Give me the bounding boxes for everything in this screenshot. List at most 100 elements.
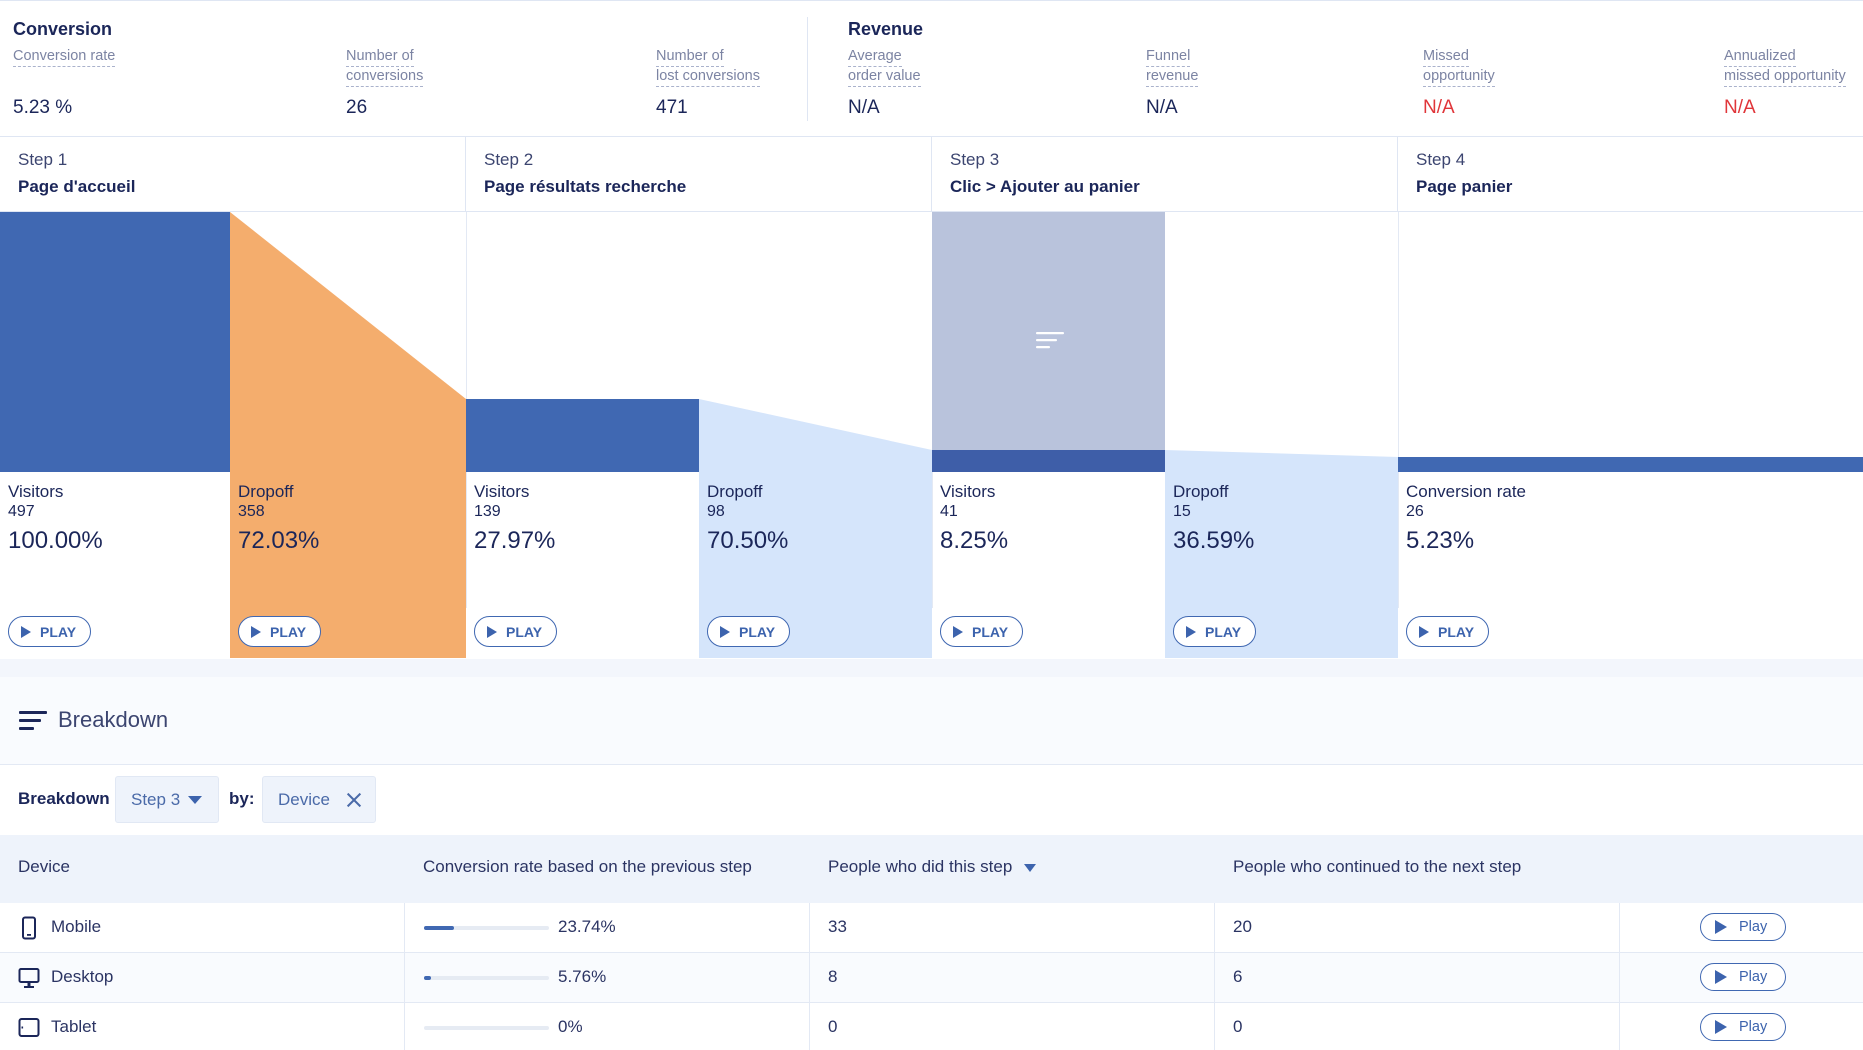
conversion-rate-value: 0% (558, 1017, 583, 1036)
row-play-button[interactable]: Play (1700, 963, 1786, 991)
stat-count: 26 (1406, 503, 1424, 520)
cell-divider (1214, 903, 1215, 953)
step-3-breakdown-overlay[interactable] (932, 212, 1165, 450)
average-order-value-label[interactable]: Average order value (848, 47, 921, 87)
metric-label-text: Number of (656, 47, 724, 67)
column-header-people-did-step[interactable]: People who did this step (828, 857, 1037, 877)
conversion-rate-bar (424, 976, 549, 980)
play-button[interactable]: PLAY (238, 616, 322, 647)
step-name: Clic > Ajouter au panier (950, 177, 1140, 196)
play-icon (251, 625, 261, 638)
conversions-count-label[interactable]: Number of conversions (346, 47, 424, 87)
step-number: Step 2 (484, 150, 534, 169)
play-button[interactable]: PLAY (1173, 616, 1257, 647)
row-play-button[interactable]: Play (1700, 913, 1786, 941)
play-icon (21, 625, 31, 638)
people-continued-value: 6 (1233, 967, 1243, 986)
play-label: PLAY (40, 623, 77, 640)
cell-divider (404, 903, 405, 953)
conversion-rate-label[interactable]: Conversion rate (13, 47, 116, 67)
play-icon (1715, 920, 1727, 934)
play-icon (487, 625, 497, 638)
close-icon[interactable] (346, 792, 362, 808)
step-2-visitors-stat: Visitors 139 27.97% PLAY (466, 471, 699, 658)
metric-label-text: Average (848, 47, 902, 67)
step-1-visitors-stat: Visitors 497 100.00% PLAY (0, 471, 233, 658)
metric-label-text: Number of (346, 47, 414, 67)
step-2-visitors-bar[interactable] (466, 399, 699, 472)
cell-divider (809, 903, 810, 953)
play-icon (1419, 625, 1429, 638)
step-4-conversion-bar[interactable] (1398, 457, 1863, 472)
stat-percent: 8.25% (940, 527, 1009, 554)
play-button[interactable]: PLAY (707, 616, 791, 647)
step-3-visitors-bar[interactable] (932, 450, 1165, 472)
annualized-missed-opportunity-label[interactable]: Annualized missed opportunity (1724, 47, 1846, 87)
funnel-revenue-value: N/A (1146, 97, 1178, 118)
metric-label-text: lost conversions (656, 67, 760, 87)
play-button[interactable]: PLAY (474, 616, 558, 647)
play-icon (953, 625, 963, 638)
cell-divider (404, 953, 405, 1003)
metric-label-text: order value (848, 67, 921, 87)
stat-percent: 70.50% (707, 527, 789, 554)
step-number: Step 1 (18, 150, 68, 169)
step-2-header: Step 2 Page résultats recherche (466, 137, 932, 212)
step-2-dropoff-wedge[interactable] (699, 399, 932, 472)
stat-count: 497 (8, 503, 35, 520)
stat-label: Visitors (8, 482, 64, 501)
stat-percent: 100.00% (8, 527, 103, 554)
table-row: Mobile 23.74% 33 20 Play (0, 903, 1863, 953)
funnel-revenue-label[interactable]: Funnel revenue (1146, 47, 1199, 87)
step-4-conversion-stat: Conversion rate 26 5.23% PLAY (1398, 471, 1863, 658)
desktop-icon (18, 968, 40, 988)
column-header-people-continued[interactable]: People who continued to the next step (1233, 857, 1522, 876)
play-icon (720, 625, 730, 638)
step-select[interactable]: Step 3 (115, 776, 219, 823)
caret-down-icon (188, 795, 203, 804)
table-row: Tablet 0% 0 0 Play (0, 1003, 1863, 1050)
device-name: Mobile (51, 917, 102, 936)
metric-label-text: revenue (1146, 67, 1199, 87)
funnel-chart: Step 1 Page d'accueil Step 2 Page résult… (0, 137, 1863, 659)
dimension-chip[interactable]: Device (262, 776, 376, 823)
play-button[interactable]: PLAY (1406, 616, 1490, 647)
missed-opportunity-value: N/A (1423, 97, 1455, 118)
play-button[interactable]: PLAY (940, 616, 1024, 647)
play-label: Play (1739, 1019, 1768, 1035)
row-play-button[interactable]: Play (1700, 1013, 1786, 1041)
tablet-icon (18, 1018, 40, 1037)
people-did-step-value: 33 (828, 917, 847, 936)
cell-divider (809, 953, 810, 1003)
step-1-visitors-bar[interactable] (0, 212, 230, 472)
metric-label-text: Missed (1423, 47, 1469, 67)
column-header-device[interactable]: Device (18, 857, 70, 876)
device-name: Desktop (51, 967, 114, 986)
people-did-step-value: 0 (828, 1017, 838, 1036)
lost-conversions-label[interactable]: Number of lost conversions (656, 47, 760, 87)
metrics-panel: Conversion Conversion rate 5.23 % Number… (0, 0, 1863, 137)
stat-label: Dropoff (1173, 482, 1229, 501)
people-continued-value: 0 (1233, 1017, 1243, 1036)
column-header-conversion-rate[interactable]: Conversion rate based on the previous st… (423, 857, 752, 876)
step-name: Page résultats recherche (484, 177, 687, 196)
play-label: PLAY (972, 623, 1009, 640)
table-row: Desktop 5.76% 8 6 Play (0, 953, 1863, 1003)
conversion-rate-bar-fill (424, 926, 454, 930)
step-1-dropoff-wedge[interactable] (230, 212, 466, 472)
breakdown-filter-label: Breakdown (18, 789, 110, 808)
step-1-header: Step 1 Page d'accueil (0, 137, 466, 212)
section-separator (0, 659, 1863, 677)
step-3-dropoff-wedge[interactable] (1165, 450, 1398, 472)
by-label: by: (229, 789, 255, 808)
stat-label: Conversion rate (1406, 482, 1527, 501)
step-3-visitors-stat: Visitors 41 8.25% PLAY (932, 471, 1165, 658)
play-button[interactable]: PLAY (8, 616, 92, 647)
stat-label: Visitors (940, 482, 996, 501)
missed-opportunity-label[interactable]: Missed opportunity (1423, 47, 1495, 87)
cell-divider (1619, 953, 1620, 1003)
breakdown-table: Device Conversion rate based on the prev… (0, 835, 1863, 1050)
cell-divider (1214, 1003, 1215, 1050)
step-number: Step 4 (1416, 150, 1466, 169)
stat-label: Dropoff (707, 482, 763, 501)
